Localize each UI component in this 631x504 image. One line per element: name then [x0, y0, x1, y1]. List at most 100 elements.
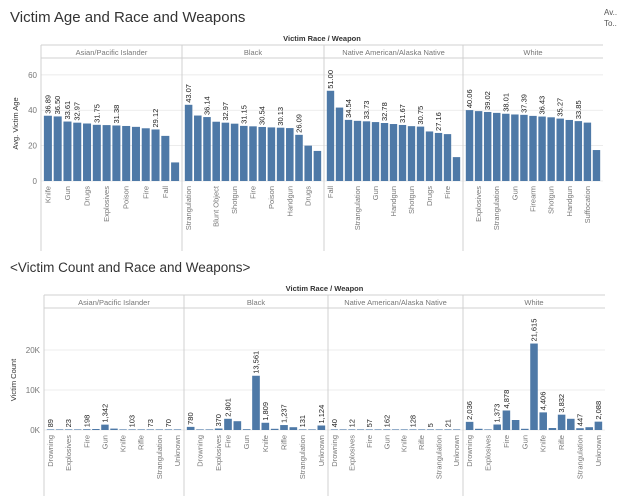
- data-label: 33.73: [362, 101, 371, 120]
- x-tick-label: Explosives: [214, 435, 223, 471]
- x-tick-label: Unknown: [173, 435, 182, 466]
- data-label: 33.61: [63, 101, 72, 120]
- bar: [101, 424, 109, 430]
- bar: [83, 429, 91, 430]
- bar: [55, 429, 64, 430]
- x-tick-label: Gun: [63, 186, 72, 200]
- x-tick-label: Strangulation: [184, 186, 193, 230]
- x-tick-label: Shotgun: [407, 186, 416, 214]
- bar: [511, 114, 519, 181]
- bar: [465, 110, 474, 181]
- bar: [348, 429, 356, 430]
- bar: [574, 121, 583, 181]
- bar: [313, 150, 322, 181]
- data-label: 1,373: [493, 404, 502, 423]
- x-tick-label: Explosives: [484, 435, 493, 471]
- x-tick-label: Explosives: [102, 186, 111, 222]
- panel-label-asian-pacific-islander: Asian/Pacific Islander: [76, 48, 148, 57]
- bar: [46, 429, 55, 430]
- data-label: 26.09: [295, 114, 304, 133]
- data-label: 51.00: [326, 70, 335, 89]
- chart-header-label: Victim Race / Weapon: [286, 284, 364, 293]
- bar: [493, 424, 501, 430]
- data-label: 13,561: [252, 351, 261, 374]
- x-tick-label: Fall: [326, 186, 335, 198]
- data-label: 103: [128, 415, 137, 428]
- bar: [521, 428, 529, 430]
- data-label: 198: [82, 415, 91, 428]
- x-tick-label: Fire: [502, 435, 511, 448]
- bar: [122, 125, 131, 181]
- data-label: 32.97: [221, 102, 230, 121]
- victim-count-chart[interactable]: Victim Race / Weapon 0K 10K 20K Victim Count…: [0, 282, 631, 504]
- data-label: 162: [382, 415, 391, 428]
- bar: [289, 427, 298, 430]
- y-axis-title: Avg. Victim Age: [11, 97, 20, 149]
- x-tick-label: Poison: [122, 186, 131, 209]
- bar: [547, 117, 555, 181]
- y-tick-label: 20: [28, 142, 37, 151]
- x-tick-label: Handgun: [389, 186, 398, 216]
- bar: [64, 429, 73, 430]
- bar: [435, 429, 443, 430]
- data-label: 780: [186, 412, 195, 425]
- x-tick-label: Poison: [267, 186, 276, 209]
- bar: [475, 428, 483, 430]
- x-tick-label: Explosives: [347, 435, 356, 471]
- bar: [267, 127, 276, 181]
- x-tick-label: Fall: [161, 186, 170, 198]
- bar: [258, 126, 266, 181]
- data-label: 57: [365, 419, 374, 427]
- data-label: 30.75: [416, 106, 425, 125]
- bar: [398, 124, 407, 181]
- x-tick-label: Strangulation: [298, 435, 307, 479]
- bar: [173, 429, 182, 430]
- x-tick-label: Gun: [510, 186, 519, 200]
- data-label: 128: [408, 415, 417, 428]
- bar: [249, 126, 257, 181]
- bar: [330, 429, 338, 430]
- bar: [110, 428, 118, 430]
- bar: [425, 131, 434, 181]
- corner-legend-labels[interactable]: Av.. To..: [604, 7, 617, 29]
- bar: [280, 425, 288, 430]
- bar: [594, 421, 603, 430]
- data-label: 5: [426, 423, 435, 427]
- x-tick-label: Gun: [371, 186, 380, 200]
- bar: [407, 126, 416, 181]
- data-label: 40.06: [465, 89, 474, 108]
- bar: [53, 116, 62, 181]
- bar: [418, 429, 426, 430]
- x-tick-label: Gun: [520, 435, 529, 449]
- victim-age-chart[interactable]: Victim Race / Weapon 0 20 40 60 Avg. Victim A…: [0, 30, 631, 252]
- bar: [230, 123, 239, 181]
- x-tick-label: Strangulation: [155, 435, 164, 479]
- bar: [171, 162, 180, 181]
- bar: [548, 428, 557, 430]
- bar: [203, 117, 211, 181]
- bar: [186, 426, 195, 430]
- bar: [592, 150, 601, 181]
- bar: [131, 126, 140, 181]
- data-label: 43.07: [184, 84, 193, 103]
- x-tick-label: Knife: [119, 435, 128, 452]
- bar: [184, 104, 193, 181]
- data-label: 30.13: [276, 107, 285, 126]
- bar: [270, 428, 279, 430]
- data-label: 33.85: [574, 100, 583, 119]
- x-tick-label: Rifle: [280, 435, 289, 450]
- data-label: 70: [164, 419, 173, 427]
- x-tick-label: Fire: [141, 186, 150, 199]
- bar: [205, 429, 214, 430]
- chart-header-label: Victim Race / Weapon: [283, 34, 361, 43]
- bar: [73, 122, 82, 181]
- bar: [137, 429, 145, 430]
- bar: [92, 124, 101, 181]
- bar: [298, 429, 307, 430]
- bar: [304, 145, 312, 181]
- data-label: 1,124: [317, 405, 326, 424]
- bar: [164, 429, 173, 430]
- bar: [453, 429, 461, 430]
- x-tick-label: Drowning: [196, 435, 205, 467]
- bar: [146, 429, 154, 430]
